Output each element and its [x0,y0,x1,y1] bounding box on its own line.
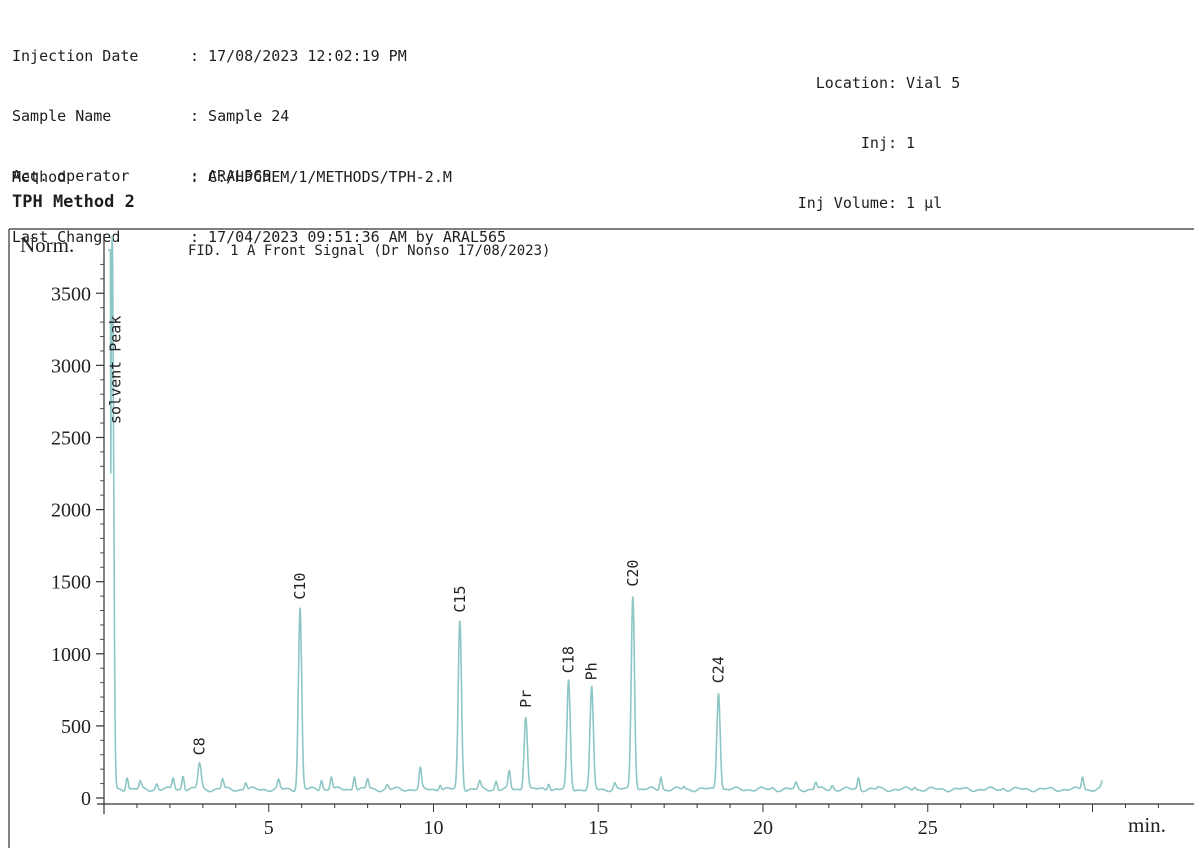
operator-label: Acq. operator [12,167,130,185]
x-tick-label: 15 [588,817,608,839]
peak-label: C20 [624,560,642,587]
x-tick-label: 25 [918,817,938,839]
x-tick-label: 5 [264,817,274,839]
injection-date-label: Injection Date [12,47,139,65]
sample-name-label: Sample Name [12,107,112,125]
injection-date-value: : 17/08/2023 12:02:19 PM [190,47,407,65]
sample-name-row: Sample Name : Sample 24 [12,106,407,126]
method-value: : C:/HPCHEM/1/METHODS/TPH-2.M [190,168,452,186]
inj-volume-value: : 1 µl [888,194,943,212]
y-tick-label: 1500 [51,572,91,594]
chromatogram-chart: 0 500 1000 1500 2000 2500 3000 3500 5 10 15 20 25 N… [8,228,1194,848]
peak-label: C8 [191,737,209,755]
y-axis-ticks: 0 500 1000 1500 2000 2500 3000 3500 [51,283,104,810]
sample-info-block: Injection Date : 17/08/2023 12:02:19 PM S… [12,6,407,206]
location-value: : Vial 5 [888,74,961,92]
vial-info-block: Location: Vial 5 Inj: 1 Inj Volume: 1 µl [760,33,961,233]
sample-name-value: : Sample 24 [190,107,290,125]
x-axis-title: min. [1128,813,1166,837]
peak-label: C15 [451,586,469,613]
signal-trace [108,235,1103,793]
chart-frame [8,228,1194,848]
method-label: Method [12,168,67,186]
x-tick-label: 20 [753,817,773,839]
injection-date-row: Injection Date : 17/08/2023 12:02:19 PM [12,46,407,66]
last-changed-row: Last Changed: 17/04/2023 09:51:36 AM by … [12,227,506,247]
y-tick-label: 2000 [51,500,91,522]
inj-volume-label: Inj Volume [797,194,888,212]
last-changed-value: : 17/04/2023 09:51:36 AM by ARAL565 [190,228,507,246]
x-axis-ticks: 5 10 15 20 25 [136,804,1159,839]
y-tick-label: 1000 [51,644,91,666]
y-tick-label: 3500 [51,283,91,305]
x-tick-label: 10 [424,817,444,839]
inj-volume-row: Inj Volume: 1 µl [760,193,960,213]
inj-value: : 1 [888,134,916,152]
peak-label: C24 [710,656,728,683]
peak-label: Ph [583,662,601,680]
y-tick-label: 0 [81,788,91,810]
peak-label: C18 [560,646,578,673]
peak-label: solvent Peak [106,316,124,424]
location-row: Location: Vial 5 [760,73,961,93]
chart-title: FID. 1 A Front Signal (Dr Nonso 17/08/20… [188,243,550,259]
inj-row: Inj: 1 [760,133,960,153]
peak-labels: solvent Peak C8 C10 C15 Pr C18 Ph C20 C24 [106,316,727,756]
y-tick-label: 500 [61,716,91,738]
peak-label: Pr [517,690,535,708]
y-axis-title: Norm. [20,233,74,257]
method-info-block: Method : C:/HPCHEM/1/METHODS/TPH-2.M Last… [12,127,506,267]
y-minor-ticks [100,263,104,785]
section-title: TPH Method 2 [12,192,135,212]
location-label: Location [815,74,888,92]
peak-label: C10 [291,573,309,600]
operator-value: : ARAL565 [190,167,272,185]
operator-row: Acq. operator : ARAL565 [12,166,407,186]
inj-label: Inj [860,134,888,152]
y-tick-label: 2500 [51,427,91,449]
method-row: Method : C:/HPCHEM/1/METHODS/TPH-2.M [12,167,506,187]
y-tick-label: 3000 [51,355,91,377]
